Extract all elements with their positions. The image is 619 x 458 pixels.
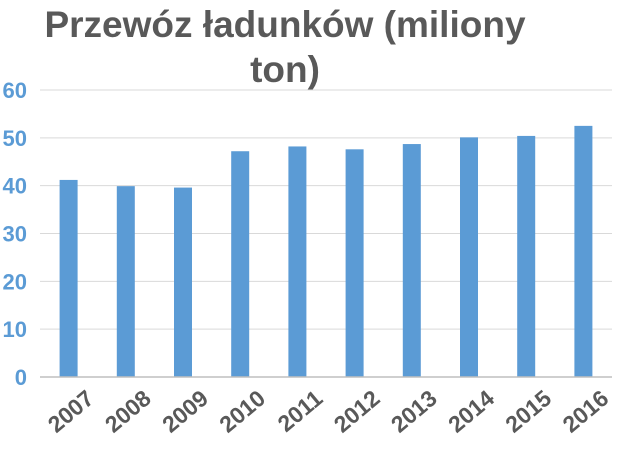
x-axis-ticks: 2007 2008 2009 2010 2011 2012 2013 2014 2015 2016: [43, 385, 614, 438]
y-tick-label: 0: [15, 365, 27, 390]
bars: [59, 125, 593, 377]
bar-2014: [460, 137, 478, 377]
gridlines: [40, 89, 612, 330]
bar-2012: [345, 149, 364, 377]
bar-2013: [402, 144, 421, 377]
x-tick-label: 2008: [100, 385, 156, 438]
y-tick-label: 10: [3, 317, 27, 342]
bar-2016: [574, 125, 593, 377]
y-tick-label: 60: [3, 78, 27, 103]
y-axis-ticks: 0 10 20 30 40 50 60: [3, 78, 27, 390]
y-tick-label: 40: [3, 174, 27, 199]
bar-2010: [231, 151, 250, 377]
bar-2011: [288, 146, 307, 377]
x-tick-label: 2016: [557, 385, 613, 438]
x-tick-label: 2012: [329, 385, 385, 438]
x-tick-label: 2011: [272, 385, 327, 437]
bar-2009: [174, 187, 192, 377]
y-tick-label: 20: [3, 269, 27, 294]
y-tick-label: 30: [3, 222, 27, 247]
x-tick-label: 2009: [157, 385, 213, 438]
bar-2007: [59, 179, 78, 377]
x-tick-label: 2010: [214, 385, 270, 438]
x-tick-label: 2013: [386, 385, 442, 438]
y-tick-label: 50: [3, 126, 27, 151]
bar-2008: [116, 186, 135, 377]
chart-title-line-2: ton): [250, 49, 320, 90]
x-tick-label: 2014: [443, 385, 499, 438]
x-tick-label: 2015: [500, 385, 556, 438]
bar-2015: [517, 135, 536, 377]
chart-title-line-1: Przewóz ładunków (miliony: [44, 4, 525, 45]
x-tick-label: 2007: [43, 385, 99, 438]
